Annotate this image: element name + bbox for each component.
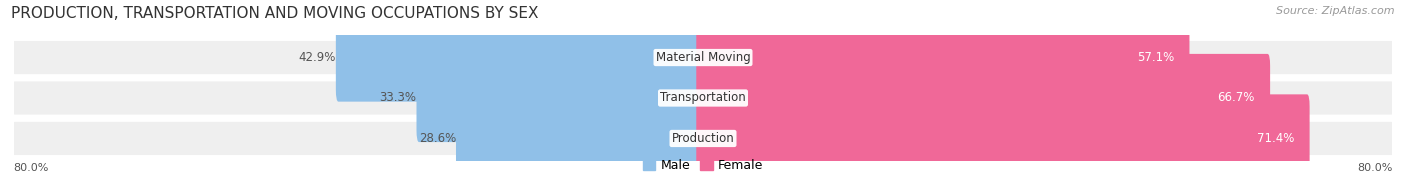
FancyBboxPatch shape [456, 94, 710, 182]
FancyBboxPatch shape [14, 41, 1392, 74]
Text: 28.6%: 28.6% [419, 132, 456, 145]
Text: 57.1%: 57.1% [1137, 51, 1174, 64]
FancyBboxPatch shape [696, 54, 1270, 142]
FancyBboxPatch shape [696, 14, 1189, 102]
Text: 33.3%: 33.3% [380, 92, 416, 104]
Text: Production: Production [672, 132, 734, 145]
Text: Transportation: Transportation [661, 92, 745, 104]
Text: Material Moving: Material Moving [655, 51, 751, 64]
FancyBboxPatch shape [14, 81, 1392, 115]
FancyBboxPatch shape [696, 94, 1309, 182]
Text: Source: ZipAtlas.com: Source: ZipAtlas.com [1277, 6, 1395, 16]
Text: 42.9%: 42.9% [298, 51, 336, 64]
Legend: Male, Female: Male, Female [638, 154, 768, 177]
Text: PRODUCTION, TRANSPORTATION AND MOVING OCCUPATIONS BY SEX: PRODUCTION, TRANSPORTATION AND MOVING OC… [11, 6, 538, 21]
FancyBboxPatch shape [14, 122, 1392, 155]
Text: 66.7%: 66.7% [1218, 92, 1256, 104]
Text: 71.4%: 71.4% [1257, 132, 1295, 145]
FancyBboxPatch shape [336, 14, 710, 102]
FancyBboxPatch shape [416, 54, 710, 142]
